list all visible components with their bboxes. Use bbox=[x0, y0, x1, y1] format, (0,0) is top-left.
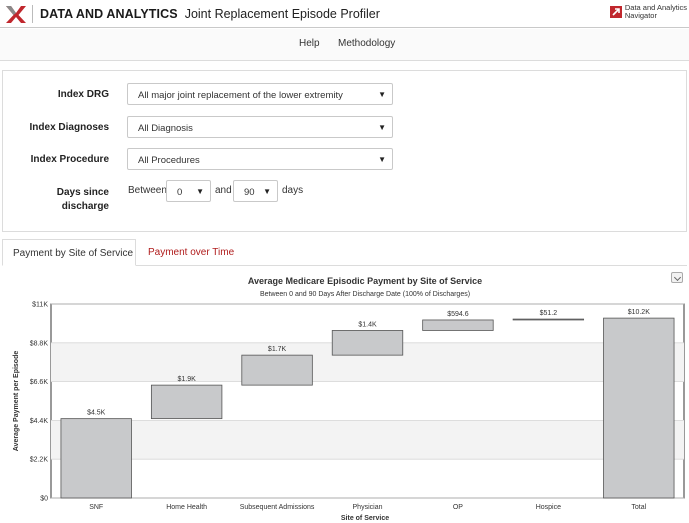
bar-value-label: $1.9K bbox=[177, 376, 196, 383]
bar-value-label: $51.2 bbox=[540, 310, 558, 317]
help-link[interactable]: Help bbox=[299, 38, 320, 49]
navigator-line1: Data and Analytics bbox=[624, 3, 687, 12]
chart-title: Average Medicare Episodic Payment by Sit… bbox=[248, 276, 482, 286]
days-unit-label: days bbox=[282, 185, 304, 196]
days-label-line1: Days since bbox=[56, 187, 109, 198]
bar-total[interactable] bbox=[603, 317, 675, 499]
x-tick-label: OP bbox=[453, 504, 463, 511]
filter-panel: Index DRG All major joint replacement of… bbox=[2, 70, 687, 232]
index-drg-value: All major joint replacement of the lower… bbox=[138, 90, 343, 101]
bar-hospice[interactable] bbox=[512, 318, 585, 321]
chevron-down-icon: ▼ bbox=[263, 187, 271, 196]
index-diagnoses-value: All Diagnosis bbox=[138, 123, 193, 134]
days-to-select[interactable]: 90 ▼ bbox=[233, 180, 278, 202]
index-diagnoses-label: Index Diagnoses bbox=[29, 122, 109, 133]
tab-bar: Payment by Site of Service Payment over … bbox=[2, 239, 687, 266]
header-divider bbox=[32, 4, 33, 23]
y-tick-label: $11K bbox=[32, 302, 48, 309]
bar-value-label: $1.7K bbox=[268, 346, 287, 353]
x-tick-label: Hospice bbox=[536, 504, 561, 511]
navigator-line2: Navigator bbox=[624, 11, 657, 20]
bar-value-label: $10.2K bbox=[628, 309, 651, 316]
index-procedure-select[interactable]: All Procedures ▼ bbox=[127, 148, 393, 170]
x-axis-ticks: SNF Home Health Subsequent Admissions Physi… bbox=[89, 504, 646, 511]
menu-bar: Help Methodology bbox=[0, 29, 689, 61]
index-drg-select[interactable]: All major joint replacement of the lower… bbox=[127, 83, 393, 105]
bar-physician[interactable] bbox=[331, 330, 404, 356]
bar-value-label: $594.6 bbox=[447, 311, 469, 318]
methodology-link[interactable]: Methodology bbox=[338, 38, 396, 49]
y-tick-label: $4.4K bbox=[30, 418, 49, 425]
y-tick-label: $6.6K bbox=[30, 379, 49, 386]
days-to-value: 90 bbox=[244, 187, 255, 198]
brand-name: DATA AND ANALYTICS bbox=[40, 6, 178, 21]
x-tick-label: Total bbox=[631, 504, 646, 511]
x-tick-label: SNF bbox=[89, 504, 103, 511]
bar-value-label: $1.4K bbox=[358, 321, 377, 328]
x-axis-title: Site of Service bbox=[341, 515, 389, 522]
bar-snf[interactable] bbox=[60, 418, 132, 499]
days-label-line2: discharge bbox=[61, 201, 109, 212]
and-label: and bbox=[215, 185, 232, 196]
bar-subsequent-admissions[interactable] bbox=[241, 354, 313, 386]
app-header: DATA AND ANALYTICS Joint Replacement Epi… bbox=[0, 0, 689, 28]
index-diagnoses-select[interactable]: All Diagnosis ▼ bbox=[127, 116, 393, 138]
chevron-down-icon: ▼ bbox=[378, 123, 386, 132]
y-tick-label: $2.2K bbox=[30, 457, 49, 464]
bar-op[interactable] bbox=[422, 319, 494, 331]
index-procedure-label: Index Procedure bbox=[30, 154, 109, 165]
x-tick-label: Physician bbox=[353, 504, 383, 511]
y-axis-title: Average Payment per Episode bbox=[13, 351, 20, 452]
tab-payment-by-site[interactable]: Payment by Site of Service bbox=[2, 239, 136, 266]
grid-band bbox=[51, 420, 684, 460]
x-tick-label: Subsequent Admissions bbox=[240, 504, 315, 511]
chart-subtitle: Between 0 and 90 Days After Discharge Da… bbox=[260, 291, 470, 298]
navigator-label: Data and Analytics Navigator bbox=[625, 4, 687, 20]
chart-container: Average Medicare Episodic Payment by Sit… bbox=[2, 266, 687, 523]
bar-home-health[interactable] bbox=[150, 384, 223, 420]
bars: $4.5K $1.9K $1.7K $1.4K $594.6 $51.2 $10.2K bbox=[60, 309, 675, 499]
navigator-logo[interactable]: Data and Analytics Navigator bbox=[609, 4, 687, 20]
between-label: Between bbox=[128, 185, 167, 196]
gridlines bbox=[51, 303, 684, 499]
index-procedure-value: All Procedures bbox=[138, 155, 200, 166]
chevron-down-icon: ▼ bbox=[378, 90, 386, 99]
days-from-select[interactable]: 0 ▼ bbox=[166, 180, 211, 202]
navigator-arrow-icon bbox=[609, 6, 622, 18]
y-tick-label: $8.8K bbox=[30, 340, 49, 347]
days-from-value: 0 bbox=[177, 187, 183, 198]
download-icon[interactable] bbox=[671, 272, 683, 283]
waterfall-chart: Average Medicare Episodic Payment by Sit… bbox=[13, 276, 685, 522]
bar-value-label: $4.5K bbox=[87, 410, 106, 417]
x-tick-label: Home Health bbox=[166, 504, 207, 511]
index-drg-label: Index DRG bbox=[57, 89, 109, 100]
days-since-discharge-label: Days since discharge bbox=[3, 186, 109, 214]
chevron-x-logo-icon[interactable] bbox=[3, 1, 29, 27]
chevron-down-icon: ▼ bbox=[196, 187, 204, 196]
chevron-down-icon: ▼ bbox=[378, 155, 386, 164]
page-title: Joint Replacement Episode Profiler bbox=[184, 6, 380, 21]
y-axis-ticks: $0 $2.2K $4.4K $6.6K $8.8K $11K bbox=[30, 302, 49, 503]
tab-payment-over-time[interactable]: Payment over Time bbox=[148, 247, 235, 258]
y-tick-label: $0 bbox=[40, 496, 48, 503]
